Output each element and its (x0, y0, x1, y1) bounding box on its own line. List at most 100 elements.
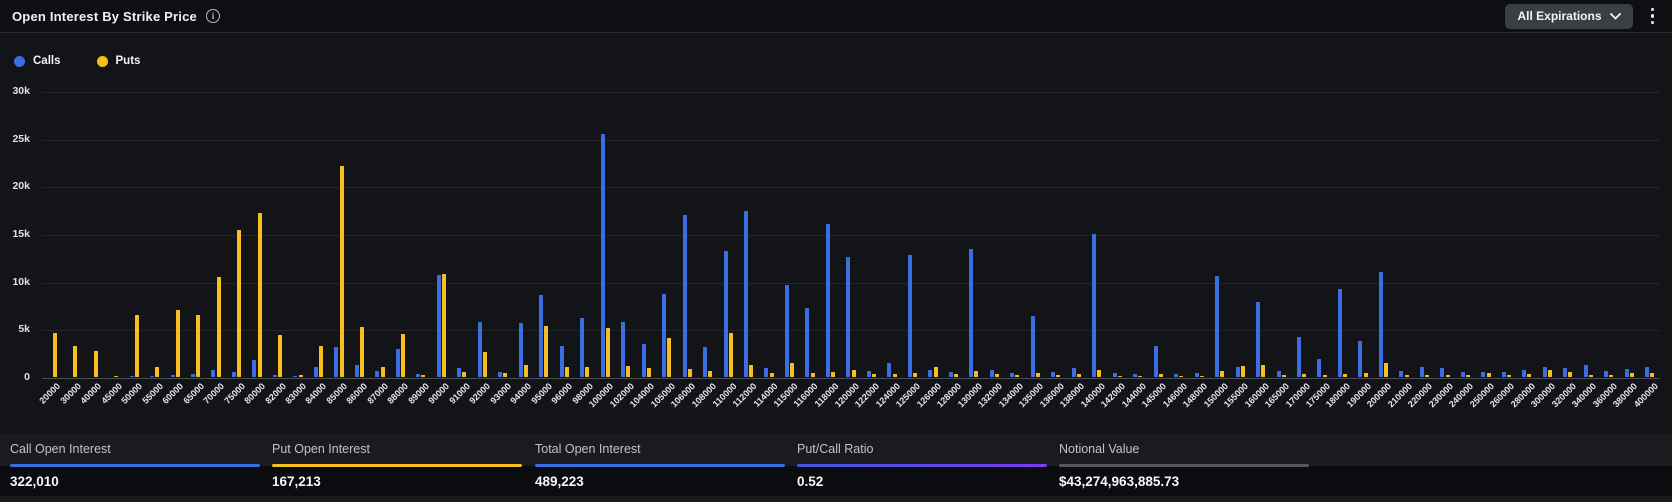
x-tick-label: 30000 (58, 381, 83, 406)
x-tick-label: 20000 (37, 381, 63, 406)
bar-calls-85000 (334, 346, 339, 377)
bar-calls-380000 (1624, 369, 1629, 377)
bar-calls-118000 (825, 223, 830, 377)
bar-calls-128000 (948, 372, 953, 377)
bar-puts-200000 (1384, 362, 1389, 377)
y-axis-labels: 30k 25k 20k 15k 10k 5k 0 (0, 85, 34, 383)
bar-calls-200000 (1378, 272, 1383, 377)
legend-calls-label: Calls (33, 55, 61, 67)
bar-calls-95000 (539, 295, 544, 377)
panel-header: Open Interest By Strike Price i All Expi… (0, 0, 1672, 33)
header-controls: All Expirations (1505, 3, 1661, 29)
bar-calls-70000 (211, 370, 216, 377)
bar-calls-60000 (170, 375, 175, 377)
bar-calls-106000 (682, 214, 687, 377)
gridline (42, 187, 1660, 189)
bar-puts-50000 (134, 315, 139, 377)
bar-puts-75000 (237, 230, 242, 377)
bar-calls-170000 (1296, 336, 1301, 377)
expirations-dropdown[interactable]: All Expirations (1505, 3, 1633, 29)
bar-puts-260000 (1506, 375, 1511, 377)
stat-accent-line (272, 464, 522, 467)
stat-label: Put Open Interest (272, 442, 370, 456)
bar-calls-92000 (477, 321, 482, 377)
legend-puts-label: Puts (115, 55, 141, 67)
y-tick-label: 0 (24, 371, 30, 383)
bar-calls-98000 (580, 317, 585, 377)
stat-total-open-interest: Total Open Interest 489,223 (535, 434, 787, 502)
bar-calls-96000 (559, 345, 564, 377)
bar-puts-120000 (851, 370, 856, 377)
bar-calls-94000 (518, 322, 523, 377)
bar-puts-175000 (1322, 375, 1327, 377)
bar-calls-87000 (375, 371, 380, 377)
calls-color-dot (14, 55, 25, 67)
bar-puts-134000 (1015, 375, 1020, 377)
bar-calls-114000 (764, 368, 769, 377)
bar-puts-210000 (1404, 375, 1409, 377)
bar-puts-142000 (1117, 376, 1122, 377)
x-axis-line (42, 378, 1660, 379)
x-tick-label: 60000 (160, 381, 186, 406)
info-icon[interactable]: i (205, 9, 220, 23)
bar-puts-135000 (1035, 373, 1040, 377)
x-tick-label: 93000 (488, 381, 513, 406)
bar-calls-180000 (1337, 289, 1342, 377)
bar-calls-400000 (1645, 367, 1650, 377)
bar-puts-155000 (1240, 365, 1245, 377)
x-tick-label: 86000 (344, 381, 370, 406)
legend-item-calls[interactable]: Calls (14, 55, 61, 67)
x-tick-label: 89000 (406, 381, 431, 406)
bar-puts-104000 (646, 368, 651, 377)
x-tick-label: 88000 (385, 381, 411, 406)
bar-puts-240000 (1466, 375, 1471, 377)
x-tick-label: 50000 (119, 381, 145, 406)
x-tick-label: 95000 (529, 381, 554, 406)
legend-item-puts[interactable]: Puts (96, 55, 141, 67)
chevron-down-icon (1609, 12, 1621, 20)
bar-calls-160000 (1256, 301, 1261, 377)
stat-accent-line (535, 464, 785, 467)
kebab-menu-icon[interactable] (1645, 6, 1661, 27)
bar-calls-93000 (498, 372, 503, 377)
gridline (42, 282, 1660, 284)
bar-puts-90000 (441, 274, 446, 377)
x-axis-labels: 20000 30000 40000 45000 50000 55000 60000 65000… (38, 381, 1660, 433)
bar-puts-150000 (1220, 371, 1225, 377)
bar-puts-114000 (769, 373, 774, 377)
y-tick-label: 5k (18, 323, 30, 336)
bar-puts-70000 (216, 276, 221, 377)
stat-call-open-interest: Call Open Interest 322,010 (10, 434, 262, 502)
bar-calls-155000 (1235, 367, 1240, 377)
stat-value: 489,223 (535, 474, 584, 489)
bar-puts-92000 (482, 352, 487, 377)
bar-puts-136000 (1056, 375, 1061, 377)
bar-calls-112000 (743, 211, 748, 377)
bar-calls-122000 (866, 371, 871, 377)
bar-puts-125000 (913, 373, 918, 377)
bar-puts-91000 (462, 372, 467, 377)
gridline (42, 139, 1660, 141)
bar-puts-140000 (1097, 370, 1102, 377)
bar-puts-230000 (1445, 375, 1450, 377)
bar-puts-146000 (1179, 376, 1184, 377)
x-tick-label: 82000 (262, 381, 288, 406)
bar-puts-165000 (1281, 375, 1286, 377)
stat-put-open-interest: Put Open Interest 167,213 (272, 434, 524, 502)
bar-puts-105000 (667, 337, 672, 377)
expirations-dropdown-label: All Expirations (1517, 9, 1602, 23)
bar-calls-150000 (1215, 275, 1220, 377)
bar-calls-320000 (1563, 368, 1568, 377)
bar-calls-126000 (928, 370, 933, 377)
chart-legend: Calls Puts (14, 55, 140, 67)
bar-calls-75000 (231, 372, 236, 377)
bar-calls-260000 (1501, 372, 1506, 377)
stat-accent-line (10, 464, 260, 467)
bar-calls-165000 (1276, 371, 1281, 377)
bar-calls-83000 (293, 376, 298, 377)
stats-bottom-band (0, 496, 1672, 502)
bar-puts-190000 (1363, 373, 1368, 377)
stat-value: $43,274,963,885.73 (1059, 474, 1180, 489)
bar-puts-132000 (994, 374, 999, 377)
